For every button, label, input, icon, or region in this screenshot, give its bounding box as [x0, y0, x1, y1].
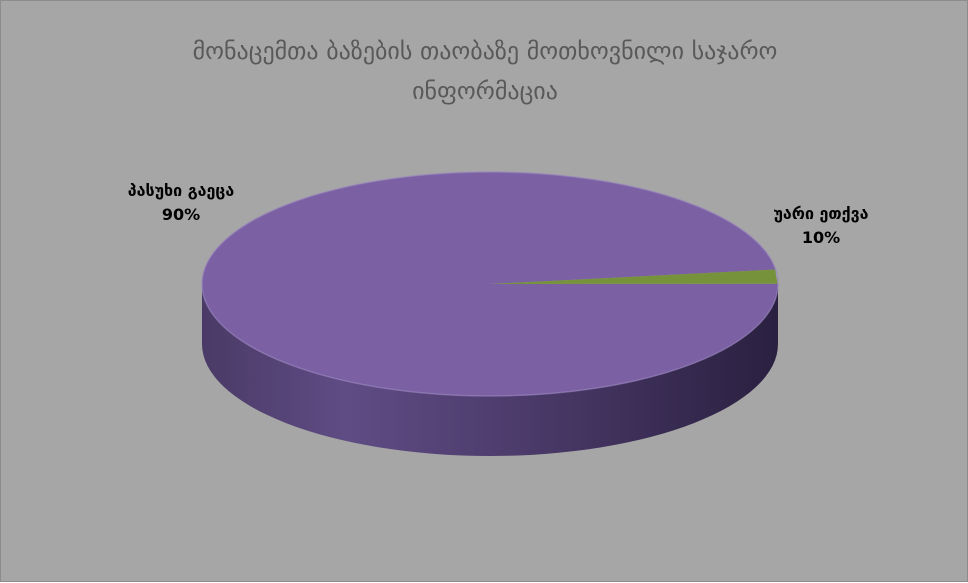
data-label-answered: პასუხი გაეცა 90% [101, 179, 261, 227]
chart-title-line-2: ინფორმაცია [412, 77, 558, 105]
chart-title-line-1: მონაცემთა ბაზების თაობაზე მოთხოვნილი საჯ… [192, 37, 778, 65]
chart-title: მონაცემთა ბაზების თაობაზე მოთხოვნილი საჯ… [1, 31, 968, 111]
data-label-refused-value: 10% [801, 228, 841, 247]
data-label-answered-value: 90% [161, 205, 201, 224]
data-label-answered-category: პასუხი გაეცა [127, 181, 235, 200]
pie-side-wall [202, 284, 778, 456]
data-label-refused: უარი ეთქვა 10% [741, 202, 901, 250]
data-label-refused-category: უარი ეთქვა [773, 204, 869, 223]
pie-rim [201, 171, 779, 397]
pie-slice-refused [490, 269, 778, 284]
